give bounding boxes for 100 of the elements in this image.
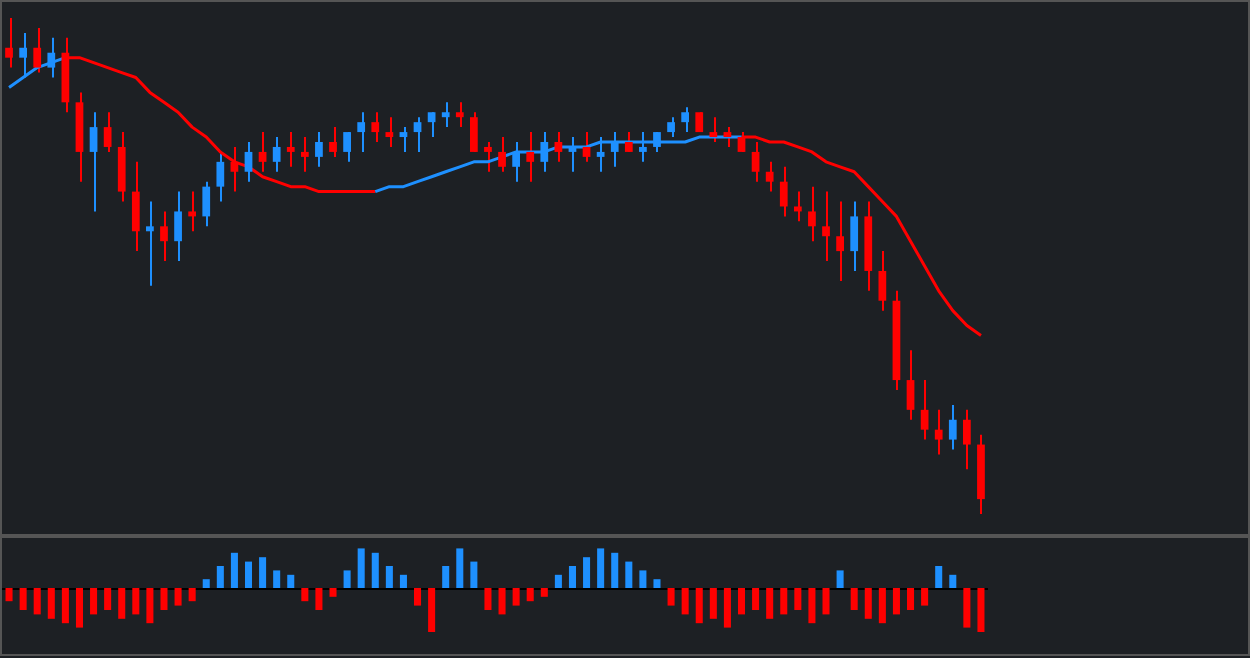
candlestick — [216, 150, 225, 203]
candlestick — [624, 131, 633, 153]
bar — [5, 588, 13, 602]
candlestick — [850, 200, 859, 272]
candlestick — [681, 106, 690, 134]
bar — [357, 548, 365, 588]
bar — [639, 570, 647, 588]
candlestick — [836, 200, 844, 282]
bar — [371, 552, 379, 588]
candlestick — [751, 141, 760, 183]
candlestick — [498, 136, 506, 173]
bar — [597, 548, 605, 588]
bar — [963, 588, 971, 628]
bar — [216, 566, 224, 588]
candlestick — [934, 408, 943, 456]
candlestick — [596, 136, 605, 173]
candlestick — [948, 403, 957, 451]
bar — [315, 588, 323, 610]
bar — [442, 566, 450, 588]
bar — [709, 588, 717, 619]
bar — [498, 588, 506, 615]
candlestick — [653, 131, 661, 153]
bar — [230, 552, 238, 588]
candlestick — [709, 116, 718, 143]
bar — [554, 574, 562, 588]
candlestick — [202, 180, 211, 228]
bar — [836, 570, 844, 588]
candlestick — [779, 165, 788, 218]
bar — [808, 588, 816, 624]
bar — [146, 588, 154, 624]
candlestick — [160, 210, 168, 263]
candlestick — [300, 136, 309, 173]
candlestick — [188, 190, 197, 233]
candlestick — [568, 136, 577, 173]
bar — [794, 588, 802, 610]
candlestick — [343, 131, 351, 163]
bar — [752, 588, 760, 610]
bar — [921, 588, 929, 606]
bar — [737, 588, 746, 615]
bar — [61, 588, 69, 624]
candlestick — [329, 126, 337, 158]
bar — [484, 588, 492, 610]
bar — [935, 566, 943, 588]
candlestick — [808, 185, 816, 243]
candlestick — [963, 408, 971, 471]
candlestick — [272, 136, 281, 173]
bar — [174, 588, 182, 606]
candlestick — [920, 379, 929, 441]
candlestick — [315, 131, 323, 168]
candlestick — [131, 160, 140, 253]
bar — [273, 570, 281, 588]
candlestick — [385, 116, 394, 148]
candlestick — [258, 131, 267, 173]
bar — [104, 588, 112, 610]
bar — [892, 588, 900, 615]
candlestick — [146, 200, 154, 287]
candlestick — [822, 190, 830, 263]
bar — [470, 561, 478, 588]
candlestick — [286, 131, 295, 168]
candlestick — [765, 160, 774, 193]
candlestick — [582, 131, 591, 163]
bar — [583, 557, 591, 588]
bar — [611, 552, 619, 588]
candlestick — [878, 250, 887, 312]
candlestick — [526, 131, 535, 183]
candlestick — [484, 141, 492, 173]
candlestick — [103, 111, 112, 153]
candlestick — [610, 131, 619, 168]
bar — [977, 588, 985, 632]
bar — [512, 588, 520, 606]
bar — [244, 561, 253, 588]
bar — [385, 566, 393, 588]
candlestick — [89, 111, 98, 213]
bar — [540, 588, 548, 597]
candlestick — [737, 131, 746, 153]
bar — [90, 588, 98, 615]
candlestick — [723, 126, 732, 148]
bar — [526, 588, 534, 602]
bar — [780, 588, 788, 615]
bar — [188, 588, 196, 602]
candlestick — [5, 17, 13, 69]
bar — [75, 588, 83, 628]
candlestick — [117, 131, 126, 203]
candlestick — [470, 111, 478, 153]
candlestick — [512, 141, 520, 183]
bar — [202, 579, 210, 588]
bar — [19, 588, 27, 610]
candlestick — [33, 26, 42, 74]
bar — [723, 588, 731, 628]
candlestick — [639, 131, 647, 163]
bar — [766, 588, 774, 619]
candlestick — [441, 101, 450, 129]
candlestick — [540, 131, 549, 173]
bar — [33, 588, 41, 615]
bar — [47, 588, 55, 619]
bar — [456, 548, 464, 588]
candlestick — [244, 141, 253, 183]
candlestick — [357, 111, 366, 153]
bar — [667, 588, 675, 606]
bar — [160, 588, 168, 610]
